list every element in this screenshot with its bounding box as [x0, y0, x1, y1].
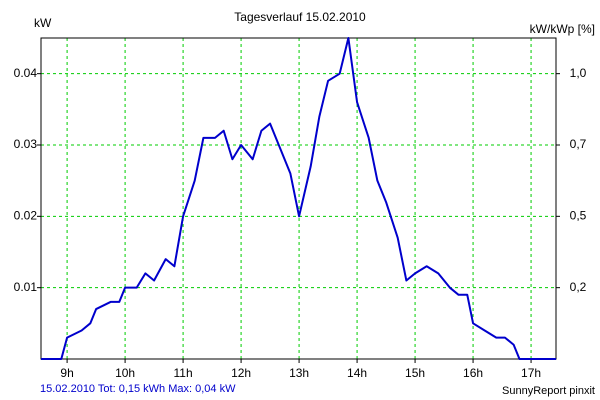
x-tick-label: 10h — [115, 366, 135, 380]
x-tick-label: 14h — [347, 366, 367, 380]
x-tick-label: 11h — [174, 366, 193, 380]
x-tick-label: 12h — [231, 366, 251, 380]
y-tick-label: 0.03 — [14, 137, 38, 151]
data-line — [41, 37, 556, 360]
footer-credit: SunnyReport pinxit — [502, 385, 595, 397]
x-tick-label: 13h — [289, 366, 309, 380]
y2-tick-label: 0,7 — [570, 137, 587, 151]
y-tick-label: 0.01 — [14, 280, 38, 294]
y-tick-label: 0.04 — [14, 66, 38, 80]
y2-axis-label: kW/kWp [%] — [530, 22, 595, 36]
x-tick-label: 15h — [405, 366, 425, 380]
y2-tick-label: 0,2 — [570, 280, 587, 294]
footer-info: 15.02.2010 Tot: 0,15 kWh Max: 0,04 kW — [40, 383, 236, 395]
y2-tick-label: 1,0 — [570, 66, 587, 80]
x-tick-label: 17h — [521, 366, 541, 380]
y-axis-label: kW — [34, 16, 52, 30]
x-tick-label: 16h — [463, 366, 483, 380]
y2-tick-label: 0,5 — [570, 209, 587, 223]
y-tick-label: 0.02 — [14, 209, 38, 223]
x-tick-label: 9h — [60, 366, 73, 380]
chart-title: Tagesverlauf 15.02.2010 — [234, 10, 366, 24]
plot-frame — [40, 37, 557, 360]
